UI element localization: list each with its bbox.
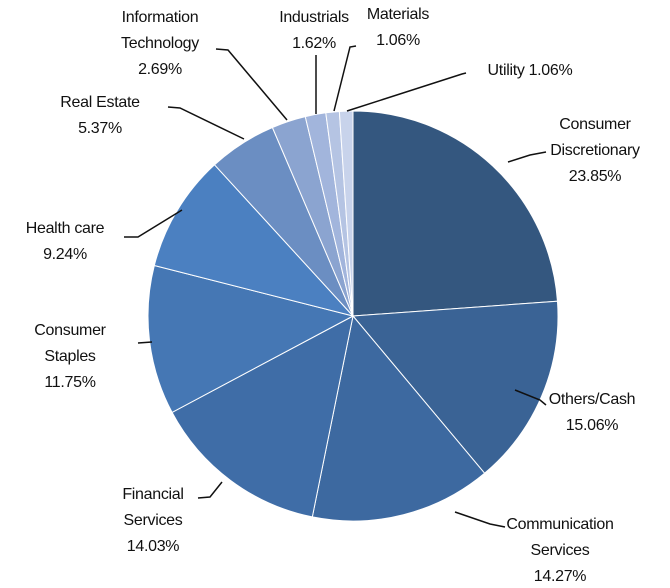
leader-line — [333, 45, 357, 112]
category-label: Real Estate — [60, 94, 140, 111]
leader-line — [167, 106, 245, 140]
slice-label: Industrials 1.62% — [264, 5, 364, 57]
value-label: 9.24% — [43, 246, 87, 263]
category-label: Health care — [25, 220, 105, 237]
category-label: Consumer Discretionary — [550, 116, 640, 159]
category-label: Others/Cash — [548, 391, 636, 408]
value-label: 11.75% — [44, 374, 96, 391]
leader-line — [514, 389, 547, 406]
category-label: Consumer Staples — [34, 322, 106, 365]
slice-label: Communication Services 14.27% — [495, 512, 625, 588]
pie-slice — [171, 315, 354, 518]
value-label: 2.69% — [138, 61, 182, 78]
pie-slice — [351, 300, 559, 474]
category-label: Information Technology — [121, 9, 199, 52]
slice-label: Consumer Staples 11.75% — [10, 318, 130, 396]
value-label: 15.06% — [565, 417, 619, 434]
slice-label: Materials 1.06% — [348, 2, 448, 54]
pie-slice — [153, 164, 355, 317]
category-label: Financial Services — [122, 486, 184, 529]
category-label: Industrials — [279, 9, 349, 26]
pie-slice — [352, 110, 559, 317]
category-label: Communication Services — [506, 516, 614, 559]
pie-slice — [338, 110, 354, 317]
leader-line — [346, 72, 467, 112]
value-label: 14.27% — [533, 568, 587, 585]
leader-line — [215, 48, 288, 121]
value-label: 1.06% — [376, 32, 420, 49]
value-label: 1.06% — [528, 62, 573, 79]
slice-label: Utility 1.06% — [450, 58, 610, 84]
pie-slice — [311, 314, 486, 522]
leader-line — [454, 511, 506, 528]
value-label: 1.62% — [292, 35, 336, 52]
leader-line — [197, 481, 223, 499]
slice-label: Information Technology 2.69% — [100, 5, 220, 83]
leader-line — [124, 209, 183, 238]
leader-line — [137, 341, 153, 344]
pie-slice — [147, 264, 355, 414]
category-label: Materials — [366, 6, 430, 23]
slice-label: Consumer Discretionary 23.85% — [540, 112, 650, 190]
value-label: 5.37% — [78, 120, 122, 137]
slice-label: Health care 9.24% — [5, 216, 125, 268]
value-label: 14.03% — [126, 538, 180, 555]
slice-label: Real Estate 5.37% — [40, 90, 160, 142]
slice-label: Financial Services 14.03% — [98, 482, 208, 560]
value-label: 23.85% — [568, 168, 622, 185]
leader-line — [507, 151, 547, 163]
slice-label: Others/Cash 15.06% — [537, 387, 647, 439]
category-label: Utility — [487, 62, 525, 79]
